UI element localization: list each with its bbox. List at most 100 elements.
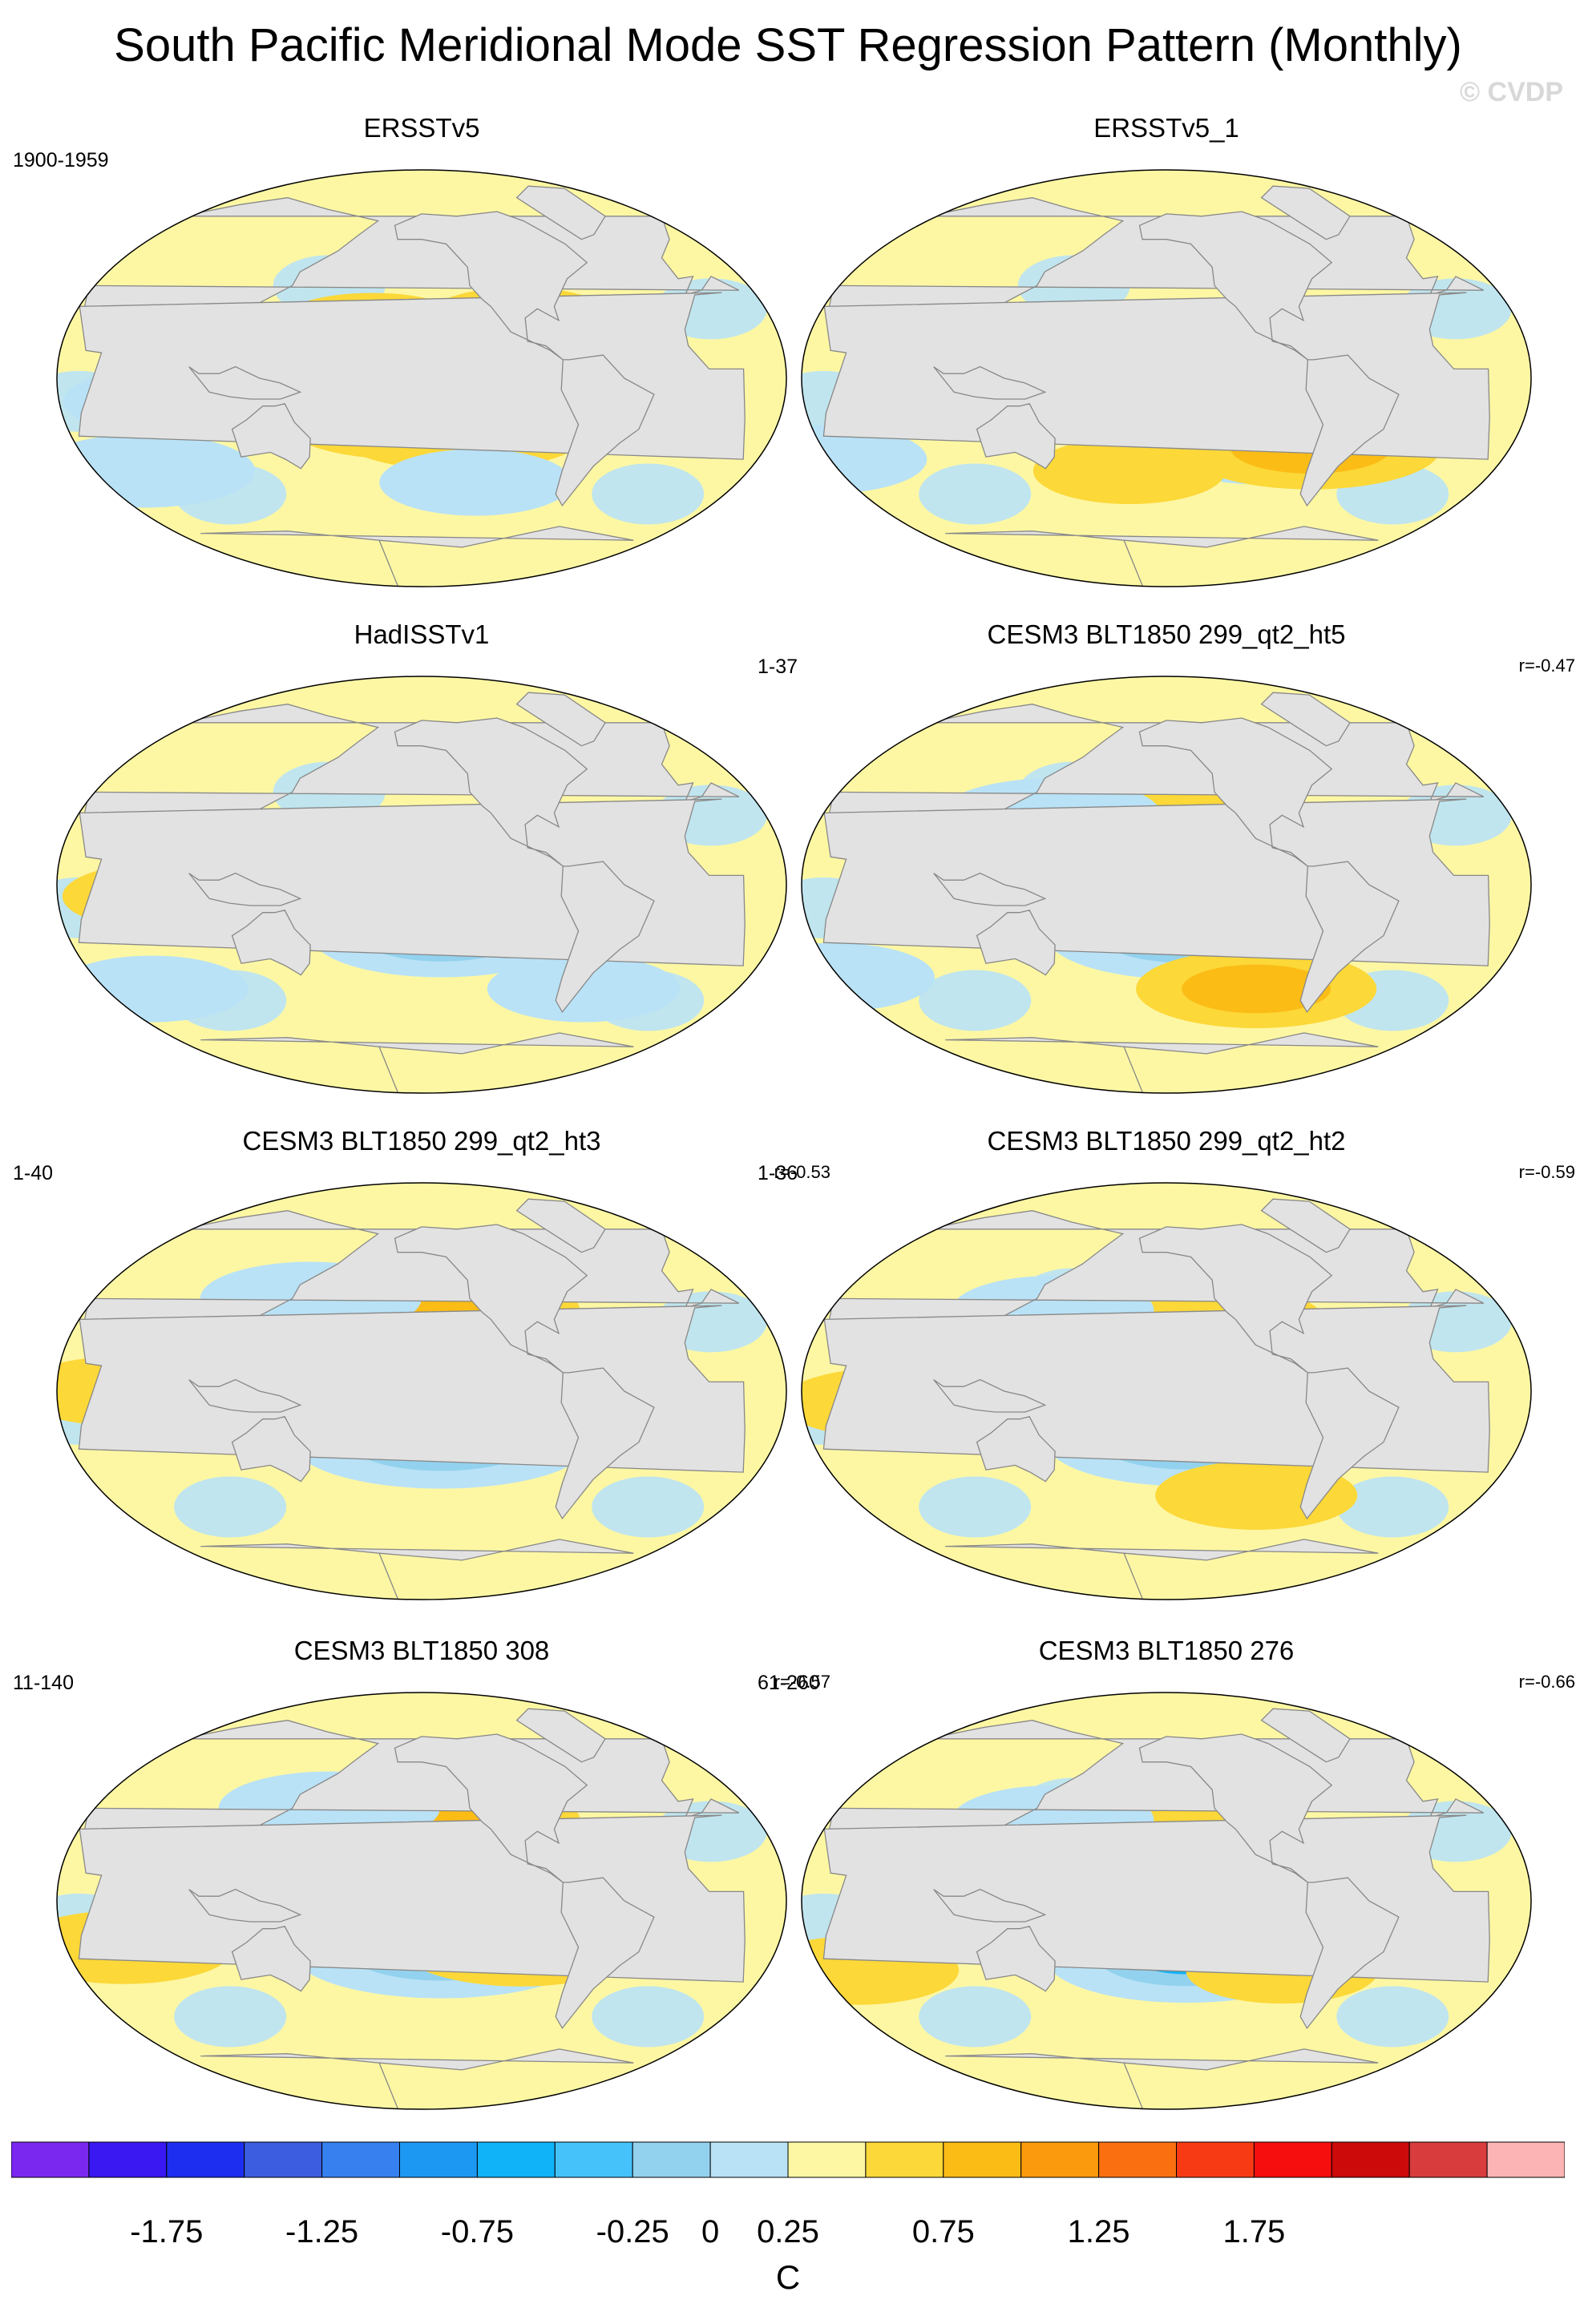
colorbar-box: [88, 2141, 168, 2178]
land-greenland: [1260, 1708, 1351, 1763]
map-panel-ersstv5: ERSSTv5 1900-1959: [13, 112, 798, 605]
sst-map: [56, 676, 787, 1094]
sst-map: [56, 1182, 787, 1600]
land-antarctica: [200, 1539, 634, 1600]
land-australia: [231, 403, 311, 470]
colorbar-box: [787, 2141, 867, 2178]
panel-years: 11-140: [13, 1672, 74, 1694]
land-australia: [976, 403, 1056, 470]
map-panel-ersstv5-1: ERSSTv5_1: [790, 112, 1543, 605]
colorbar-box: [11, 2141, 90, 2178]
sst-map: [801, 169, 1532, 587]
colorbar-box: [1331, 2141, 1410, 2178]
colorbar-box: [399, 2141, 478, 2178]
land-antarctica: [945, 2048, 1379, 2109]
colorbar-tick-label: 0.75: [911, 2214, 975, 2249]
colorbar-tick-label: -0.75: [440, 2214, 514, 2249]
colorbar-box: [166, 2141, 245, 2178]
land-africa: [822, 1814, 1490, 1983]
land-australia: [976, 1416, 1056, 1483]
panel-correlation: r=-0.53: [774, 1162, 830, 1182]
panel-title: CESM3 BLT1850 299_qt2_ht3: [242, 1126, 601, 1156]
land-australia: [976, 910, 1056, 976]
land-antarctica: [945, 1032, 1379, 1093]
anomaly-blob: [919, 1986, 1032, 2048]
colorbar-unit: C: [775, 2258, 801, 2296]
anomaly-contour: [379, 449, 572, 516]
map-frame: [56, 676, 787, 1094]
land-northamerica: [1138, 1733, 1333, 1883]
panel-years: 1900-1959: [13, 149, 109, 171]
map-panel-cesm3-ht3: CESM3 BLT1850 299_qt2_ht3 1-40 r=-0.53: [13, 1125, 830, 1618]
land-greenland: [1260, 692, 1351, 747]
colorbar-box: [476, 2141, 556, 2178]
map-frame: [56, 1692, 787, 2110]
land-northamerica: [394, 211, 588, 361]
land-indonesia: [933, 1888, 1047, 1923]
land-australia: [231, 910, 311, 976]
land-southamerica: [555, 1367, 655, 1520]
colorbar-tick-label: -1.25: [285, 2214, 359, 2249]
panel-years: 1-36: [758, 1162, 798, 1184]
anomaly-blob: [1336, 1986, 1449, 2048]
colorbar-box: [632, 2141, 711, 2178]
sst-map: [56, 1692, 787, 2110]
anomaly-blob: [1336, 1476, 1449, 1538]
anomaly-blob: [592, 1986, 705, 2048]
land-africa: [822, 292, 1490, 460]
colorbar-tick-label: -1.75: [130, 2214, 204, 2249]
land-greenland: [515, 1198, 606, 1253]
land-africa: [822, 798, 1490, 966]
land-antarctica: [200, 2048, 634, 2109]
land-indonesia: [188, 872, 302, 906]
map-panel-hadisstv1: HadISSTv1: [45, 619, 798, 1112]
panel-correlation: r=-0.57: [774, 1672, 830, 1692]
land-africa: [78, 1305, 746, 1473]
colorbar-box: [1486, 2141, 1565, 2178]
colorbar-box: [943, 2141, 1022, 2178]
anomaly-blob: [174, 1476, 287, 1538]
panel-correlation: r=-0.47: [1518, 656, 1575, 676]
land-southamerica: [555, 861, 655, 1014]
colorbar-box: [1176, 2141, 1255, 2178]
land-greenland: [515, 185, 606, 240]
colorbar-box: [321, 2141, 401, 2178]
map-frame: [56, 169, 787, 587]
map-frame: [801, 1692, 1532, 2110]
land-northamerica: [394, 1733, 588, 1883]
anomaly-blob: [919, 463, 1032, 525]
panel-years: 61-260: [758, 1672, 820, 1694]
map-panel-cesm3-308: CESM3 BLT1850 308 11-140 r=-0.57: [13, 1635, 830, 2128]
map-panel-cesm3-ht5: CESM3 BLT1850 299_qt2_ht5 1-37 r=-0.47: [758, 619, 1575, 1112]
page-title: South Pacific Meridional Mode SST Regres…: [114, 19, 1462, 71]
land-indonesia: [933, 1378, 1047, 1413]
colorbar-tick-label: 0: [701, 2214, 720, 2249]
sst-map: [801, 1692, 1532, 2110]
land-greenland: [1260, 185, 1351, 240]
land-indonesia: [188, 1378, 302, 1413]
colorbar-box: [1253, 2141, 1332, 2178]
anomaly-contour: [1182, 964, 1332, 1014]
land-indonesia: [933, 365, 1047, 400]
land-northamerica: [394, 717, 588, 867]
anomaly-blob: [592, 1476, 705, 1538]
panel-title: ERSSTv5_1: [1093, 113, 1239, 143]
colorbar-tick-label: -0.25: [596, 2214, 669, 2249]
land-australia: [976, 1926, 1056, 1992]
anomaly-contour: [57, 955, 249, 1023]
watermark: © CVDP: [1460, 77, 1563, 107]
panel-title: ERSSTv5: [363, 113, 480, 143]
colorbar-tick-label: 1.25: [1067, 2214, 1130, 2249]
anomaly-blob: [919, 1476, 1032, 1538]
colorbar: [11, 2141, 1565, 2178]
land-greenland: [515, 1708, 606, 1763]
land-antarctica: [945, 526, 1379, 587]
land-southamerica: [555, 1877, 655, 2030]
map-panel-cesm3-276: CESM3 BLT1850 276 61-260 r=-0.66: [758, 1635, 1575, 2128]
land-antarctica: [200, 526, 634, 587]
sst-map: [801, 1182, 1532, 1600]
anomaly-blob: [592, 463, 705, 525]
land-northamerica: [1138, 1224, 1333, 1374]
anomaly-contour: [1032, 438, 1226, 505]
panel-correlation: r=-0.59: [1518, 1162, 1575, 1182]
